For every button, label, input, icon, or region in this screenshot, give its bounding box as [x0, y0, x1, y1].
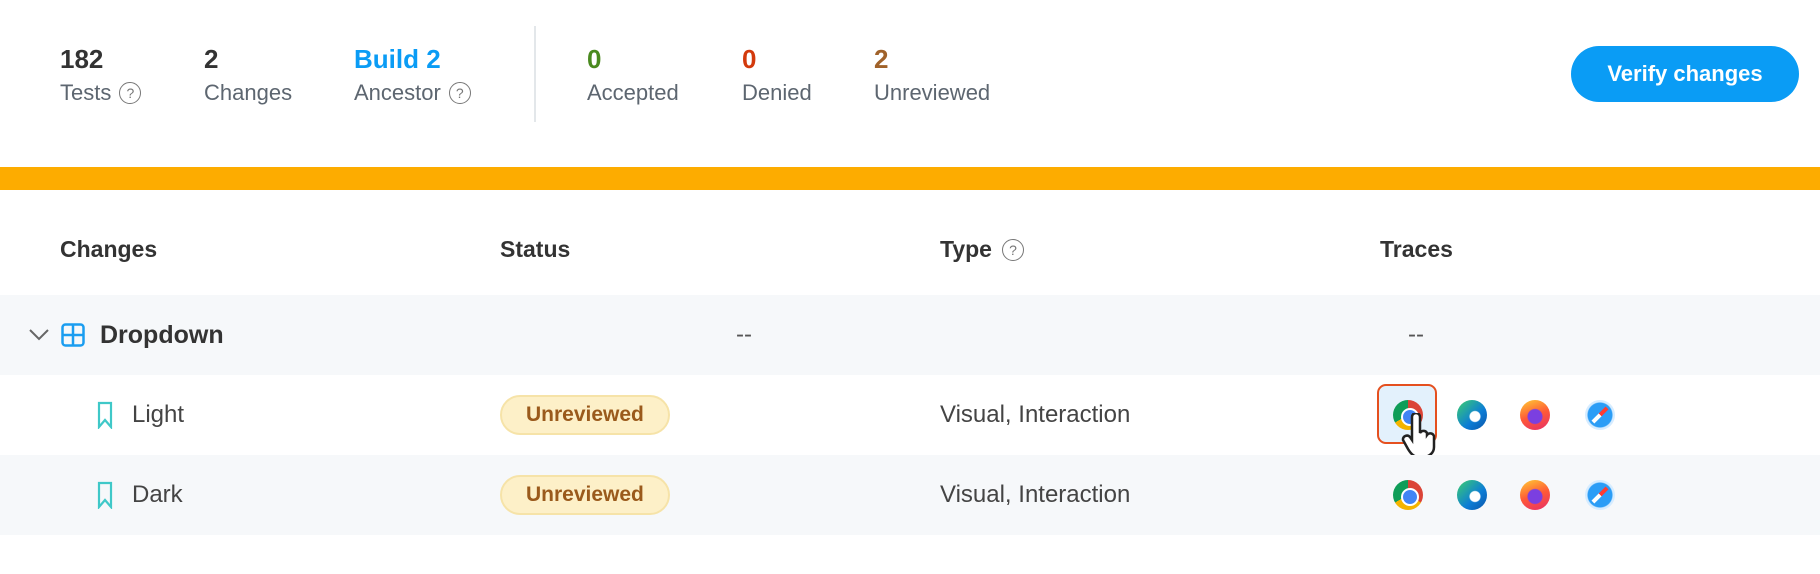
denied-label: Denied — [742, 80, 812, 105]
ancestor-label: Ancestor — [354, 80, 441, 105]
stat-unreviewed: 2 Unreviewed — [874, 42, 990, 106]
stat-tests: 182 Tests? — [60, 42, 142, 106]
safari-icon[interactable] — [1585, 480, 1615, 510]
hand-cursor-icon — [1400, 411, 1440, 464]
changes-label: Changes — [204, 80, 293, 105]
status-badge: Unreviewed — [500, 475, 670, 515]
row-name: Dark — [132, 481, 183, 508]
help-icon[interactable]: ? — [448, 82, 471, 104]
unreviewed-label: Unreviewed — [874, 80, 991, 105]
stat-denied: 0 Denied — [742, 42, 812, 106]
divider — [534, 26, 536, 122]
row-type: Visual, Interaction — [940, 401, 1131, 428]
firefox-icon[interactable] — [1520, 400, 1550, 430]
tests-label: Tests — [60, 80, 112, 105]
bookmark-icon — [97, 455, 113, 535]
column-changes: Changes — [60, 236, 158, 262]
column-type-label: Type — [940, 236, 992, 262]
tests-count: 182 — [60, 44, 104, 74]
accepted-label: Accepted — [587, 80, 679, 105]
accepted-count: 0 — [587, 44, 602, 74]
edge-icon[interactable] — [1457, 480, 1487, 510]
group-row[interactable]: Dropdown -- -- — [0, 295, 1820, 375]
group-name: Dropdown — [100, 320, 224, 349]
edge-icon[interactable] — [1457, 400, 1487, 430]
stat-accepted: 0 Accepted — [587, 42, 679, 106]
table-row[interactable]: Light Unreviewed Visual, Interaction — [0, 375, 1820, 459]
ancestor-link[interactable]: Build 2 — [354, 44, 441, 74]
component-icon — [61, 295, 85, 375]
chrome-icon[interactable] — [1393, 480, 1423, 510]
bookmark-icon — [97, 375, 113, 455]
verify-changes-button[interactable]: Verify changes — [1571, 46, 1799, 102]
group-traces: -- — [1408, 321, 1424, 348]
stat-changes: 2 Changes — [204, 42, 292, 106]
status-bar — [0, 167, 1820, 190]
column-traces: Traces — [1380, 236, 1453, 262]
row-name: Light — [132, 401, 185, 428]
chevron-down-icon[interactable] — [28, 295, 50, 375]
help-icon[interactable]: ? — [1001, 238, 1024, 261]
help-icon[interactable]: ? — [119, 82, 142, 104]
stat-ancestor: Build 2 Ancestor? — [354, 42, 471, 106]
table-row[interactable]: Dark Unreviewed Visual, Interaction — [0, 455, 1820, 535]
column-status: Status — [500, 236, 571, 262]
status-badge: Unreviewed — [500, 395, 670, 435]
changes-count: 2 — [204, 44, 219, 74]
row-type: Visual, Interaction — [940, 481, 1131, 508]
column-type: Type? — [940, 236, 1024, 263]
safari-icon[interactable] — [1585, 400, 1615, 430]
unreviewed-count: 2 — [874, 44, 889, 74]
firefox-icon[interactable] — [1520, 480, 1550, 510]
denied-count: 0 — [742, 44, 757, 74]
group-status: -- — [736, 321, 752, 348]
